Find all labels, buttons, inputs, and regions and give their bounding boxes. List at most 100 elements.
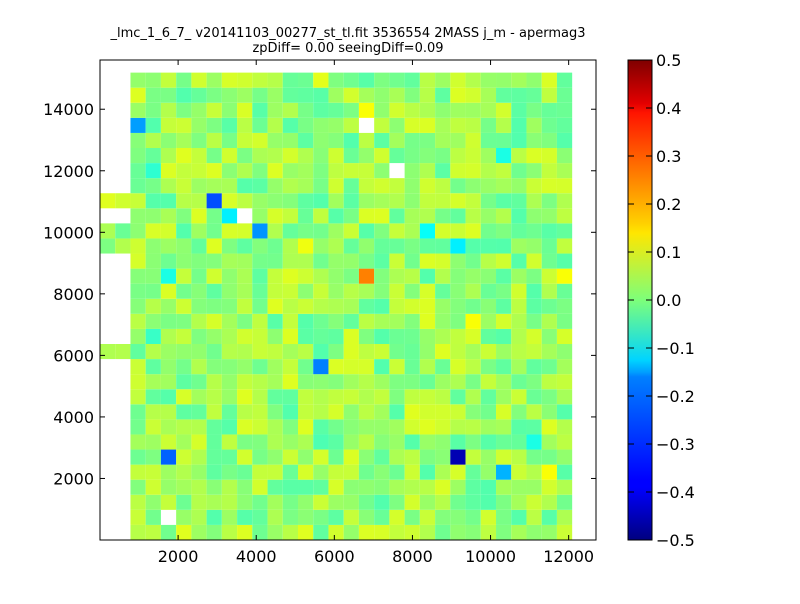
x-axis: 2000 4000 6000 8000 10000 12000 xyxy=(158,60,594,566)
heatmap-cell xyxy=(541,419,557,435)
heatmap-cell xyxy=(282,283,299,299)
heatmap-cell xyxy=(419,313,436,329)
heatmap-cell xyxy=(419,72,436,88)
heatmap-cell xyxy=(328,449,344,465)
heatmap-cell xyxy=(541,102,557,118)
heatmap-cell xyxy=(160,328,177,344)
heatmap-cell xyxy=(511,524,527,540)
heatmap-cell xyxy=(282,374,299,390)
heatmap-cell xyxy=(298,374,314,390)
heatmap-cell xyxy=(252,404,268,420)
heatmap-cell xyxy=(191,238,207,254)
chart-subtitle: zpDiff= 0.00 seeingDiff=0.09 xyxy=(252,41,443,56)
heatmap-cell xyxy=(511,117,527,133)
heatmap-cell xyxy=(389,464,405,480)
heatmap-cell xyxy=(145,268,161,284)
heatmap-cell xyxy=(282,268,299,284)
heatmap-cell xyxy=(511,298,527,314)
heatmap-cell xyxy=(526,87,542,103)
heatmap-cell xyxy=(419,87,436,103)
heatmap-cell xyxy=(313,374,329,390)
heatmap-cell xyxy=(526,72,542,88)
heatmap-cell xyxy=(526,359,542,375)
heatmap-cell xyxy=(511,449,527,465)
heatmap-cell xyxy=(374,449,390,465)
heatmap-cell xyxy=(389,72,405,88)
heatmap-cell xyxy=(404,359,420,375)
heatmap-cell xyxy=(313,524,329,540)
heatmap-cell xyxy=(358,359,375,375)
heatmap-cell xyxy=(480,208,497,224)
heatmap-cell xyxy=(526,374,542,390)
heatmap-cell xyxy=(191,449,207,465)
heatmap-cell xyxy=(206,253,222,269)
heatmap-cell xyxy=(328,102,344,118)
heatmap-cell xyxy=(556,87,573,103)
heatmap-cell xyxy=(313,494,329,510)
heatmap-cell xyxy=(435,208,451,224)
heatmap-cell xyxy=(237,223,253,239)
heatmap-cell xyxy=(206,313,222,329)
heatmap-cell xyxy=(374,434,390,450)
heatmap-cell xyxy=(191,163,207,179)
heatmap-cell xyxy=(480,102,497,118)
heatmap-cell xyxy=(267,404,283,420)
heatmap-cell xyxy=(237,253,253,269)
heatmap-cell xyxy=(298,389,314,405)
heatmap-cell xyxy=(358,464,375,480)
heatmap-cell xyxy=(328,374,344,390)
heatmap-cell xyxy=(221,163,238,179)
heatmap-cell xyxy=(389,117,405,133)
heatmap-cell xyxy=(526,208,542,224)
heatmap-cell xyxy=(480,313,497,329)
heatmap-cell xyxy=(526,479,542,495)
heatmap-cell xyxy=(221,374,238,390)
heatmap-cell xyxy=(450,178,466,194)
heatmap-cell xyxy=(176,524,192,540)
heatmap-cell xyxy=(389,344,405,360)
heatmap-cell xyxy=(465,313,481,329)
heatmap-cell xyxy=(526,163,542,179)
heatmap-cell xyxy=(480,328,497,344)
heatmap-cell xyxy=(313,419,329,435)
heatmap-cell xyxy=(358,434,375,450)
heatmap-cell xyxy=(267,223,283,239)
heatmap-cell xyxy=(343,102,359,118)
heatmap-cell xyxy=(374,208,390,224)
heatmap-cell xyxy=(450,449,466,465)
heatmap-cell xyxy=(496,87,512,103)
heatmap-cell xyxy=(298,298,314,314)
heatmap-cell xyxy=(252,163,268,179)
heatmap-cell xyxy=(267,328,283,344)
heatmap-cell xyxy=(176,87,192,103)
heatmap-cell xyxy=(328,419,344,435)
heatmap-cell xyxy=(556,223,573,239)
heatmap-cell xyxy=(526,464,542,480)
heatmap-cell xyxy=(419,148,436,164)
heatmap-cell xyxy=(404,102,420,118)
heatmap-cell xyxy=(404,464,420,480)
heatmap-cell xyxy=(313,72,329,88)
heatmap-cell xyxy=(526,494,542,510)
heatmap-cell xyxy=(343,298,359,314)
heatmap-cell xyxy=(252,178,268,194)
heatmap-cell xyxy=(115,238,131,254)
heatmap-cell xyxy=(328,479,344,495)
heatmap-cell xyxy=(541,238,557,254)
heatmap-cell xyxy=(343,449,359,465)
heatmap-cell xyxy=(556,359,573,375)
heatmap-cell xyxy=(313,268,329,284)
heatmap-cell xyxy=(252,208,268,224)
heatmap-cell xyxy=(496,72,512,88)
heatmap-cell xyxy=(450,344,466,360)
heatmap-cell xyxy=(221,434,238,450)
heatmap-cell xyxy=(556,178,573,194)
heatmap-cell xyxy=(435,238,451,254)
heatmap-cell xyxy=(282,72,299,88)
heatmap-cell xyxy=(313,223,329,239)
heatmap-cell xyxy=(160,524,177,540)
heatmap-cell xyxy=(328,87,344,103)
heatmap-cell xyxy=(435,313,451,329)
heatmap-cell xyxy=(374,283,390,299)
heatmap-cell xyxy=(282,449,299,465)
